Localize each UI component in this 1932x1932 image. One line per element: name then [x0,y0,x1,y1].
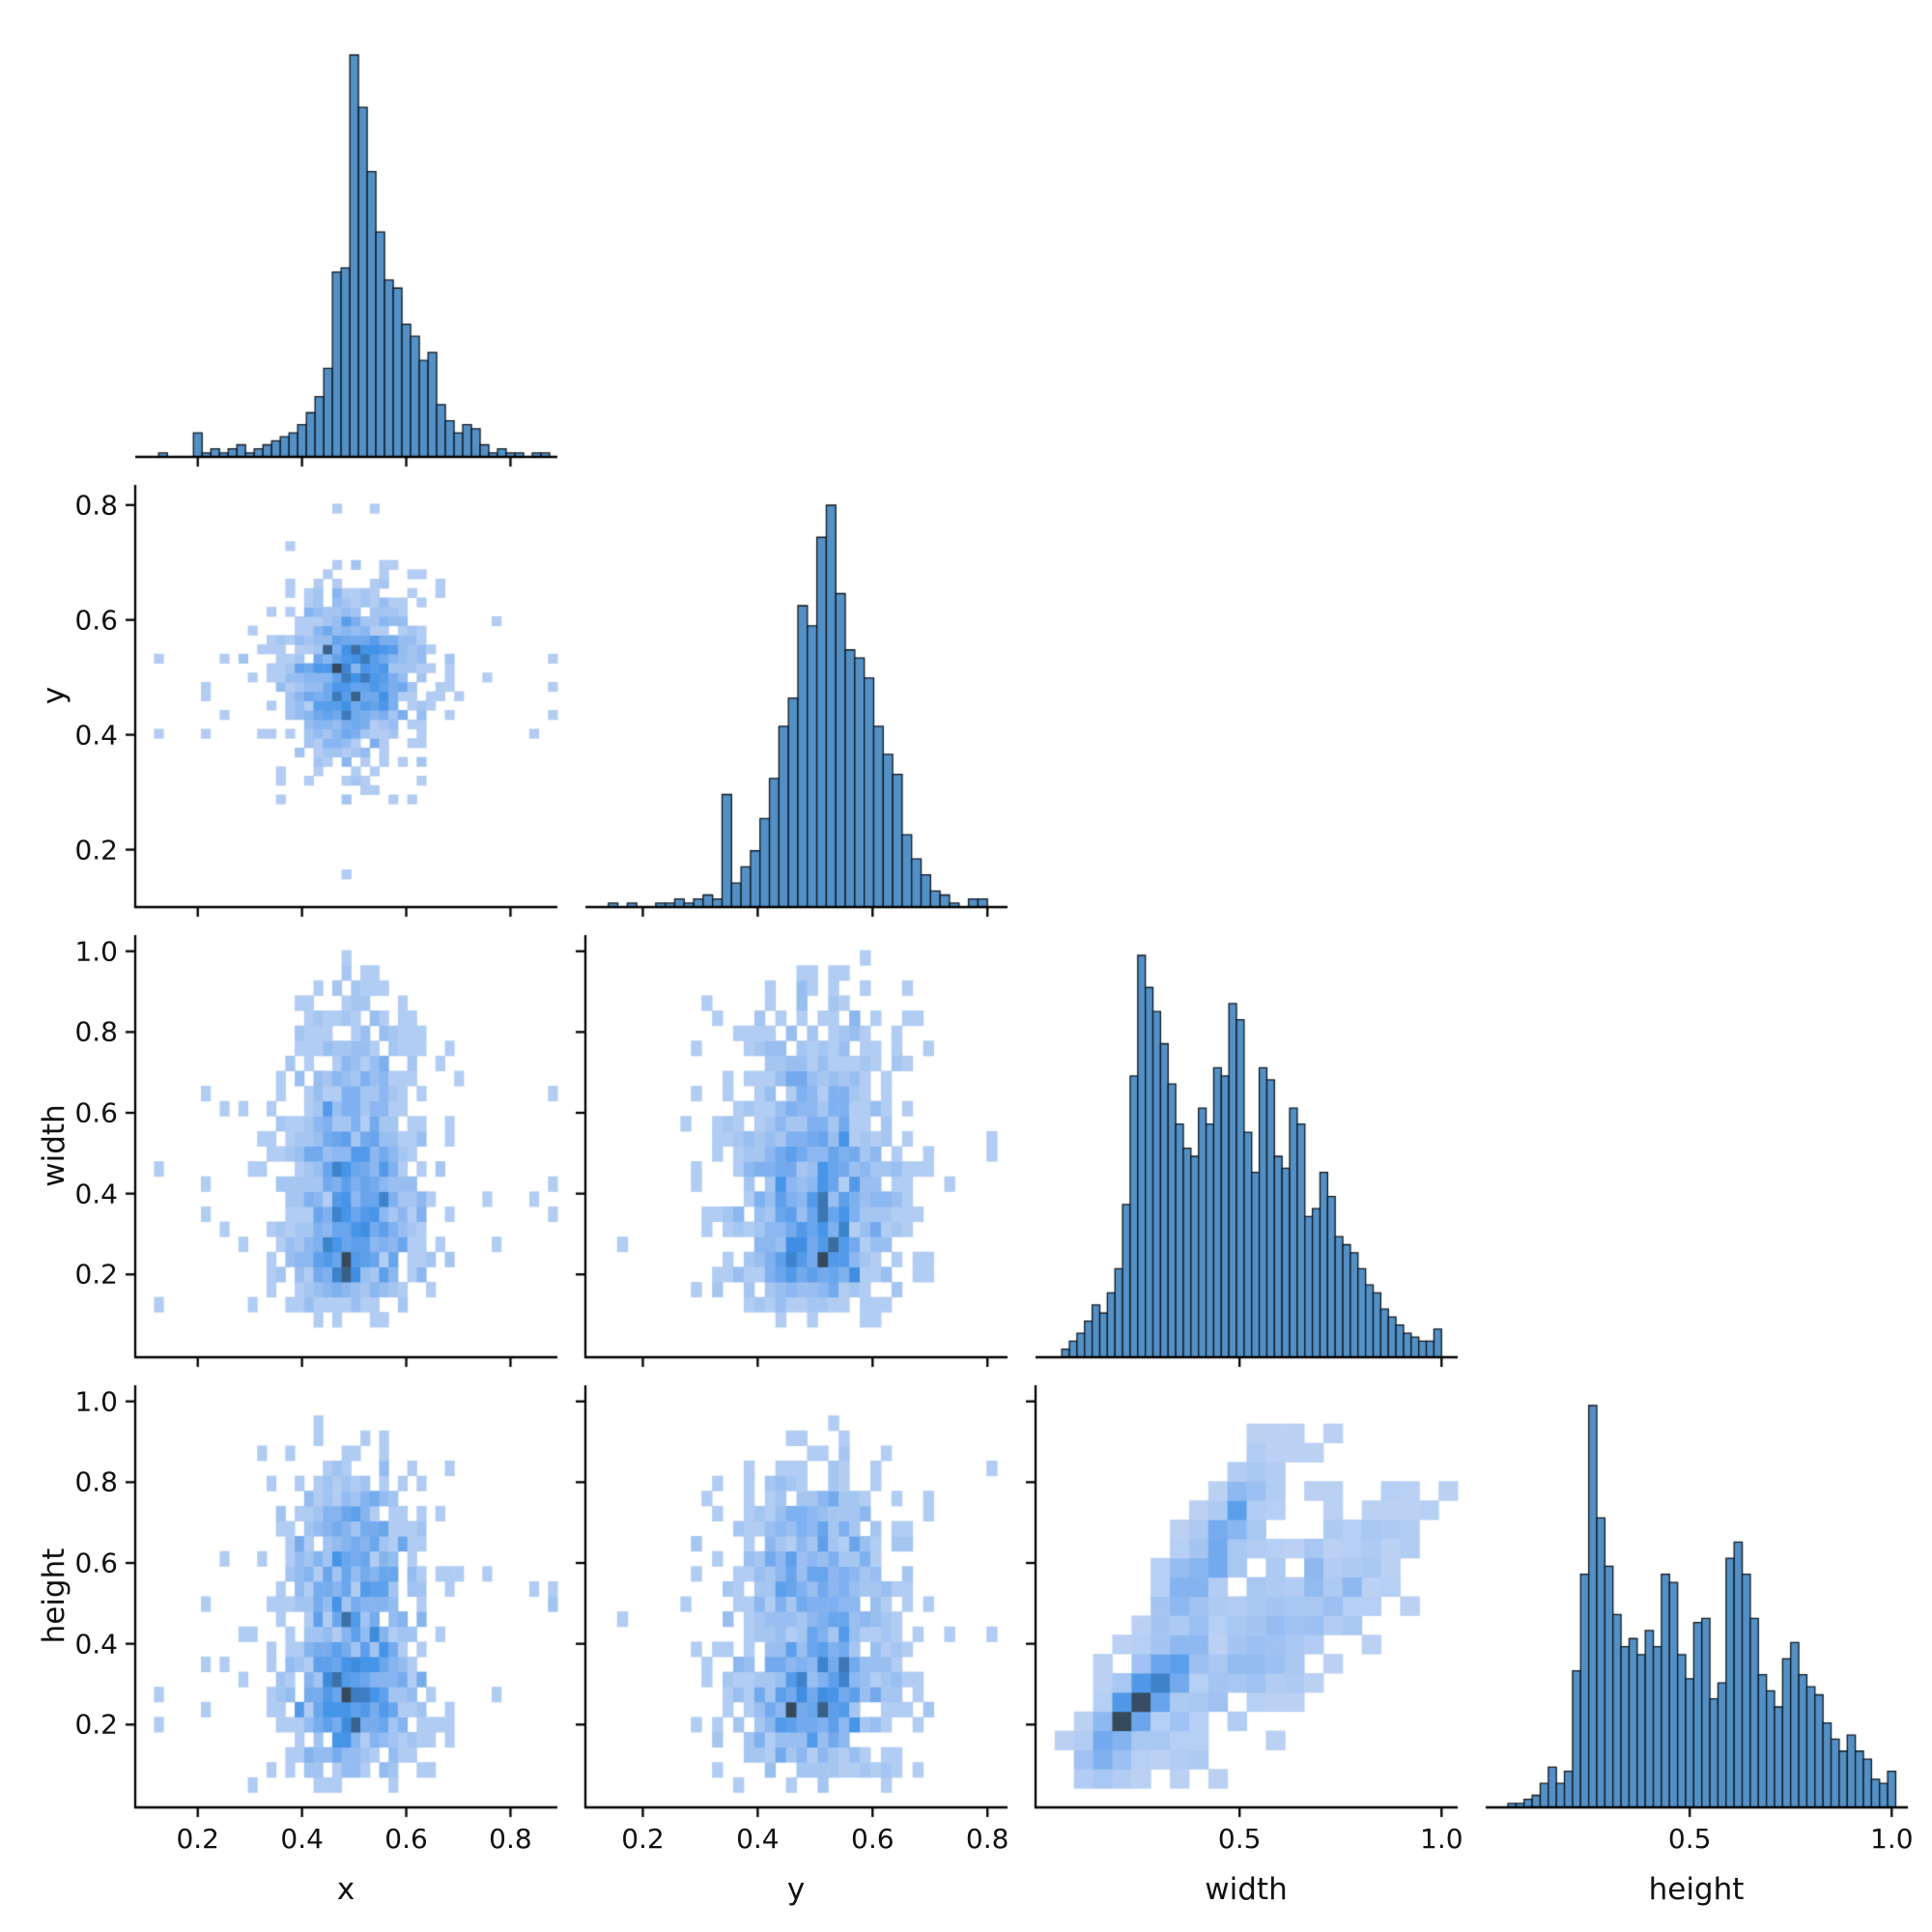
tick-label-y-0.8: 0.8 [74,489,118,522]
tick-label-width-1.0: 1.0 [1420,1823,1463,1855]
tick-label-y-0.4: 0.4 [736,1823,780,1855]
tick-label-x-0.8: 0.8 [489,1823,532,1855]
tick-label-x-0.6: 0.6 [384,1823,428,1855]
y-axis-label-width: width [37,1104,71,1187]
x-axis-label-x: x [336,1872,355,1907]
y-axis-label-height: height [37,1548,71,1644]
tick-label-height-0.2: 0.2 [74,1708,118,1741]
tick-label-height-0.4: 0.4 [74,1628,118,1661]
tick-label-width-0.8: 0.8 [74,1015,118,1048]
tick-label-y-0.2: 0.2 [621,1823,665,1855]
x-axis-label-y: y [786,1872,806,1907]
x-axis-label-height: height [1648,1872,1745,1907]
tick-label-width-1.0: 1.0 [74,935,118,968]
tick-label-height-0.6: 0.6 [74,1547,118,1579]
tick-label-height-0.8: 0.8 [74,1465,118,1498]
tick-label-y-0.8: 0.8 [965,1823,1009,1855]
tick-label-width-0.2: 0.2 [74,1258,118,1291]
tick-label-width-0.4: 0.4 [74,1178,118,1210]
tick-label-width-0.6: 0.6 [74,1096,118,1129]
tick-label-height-0.5: 0.5 [1667,1823,1712,1855]
tick-label-width-0.5: 0.5 [1217,1823,1262,1855]
tick-label-x-0.4: 0.4 [280,1823,324,1855]
tick-label-y-0.4: 0.4 [74,719,118,752]
y-axis-label-y: y [37,686,71,705]
tick-label-height-1.0: 1.0 [1870,1823,1914,1855]
tick-label-y-0.2: 0.2 [74,834,118,867]
x-axis-label-width: width [1205,1872,1288,1907]
tick-label-y-0.6: 0.6 [851,1823,895,1855]
tick-label-height-1.0: 1.0 [74,1385,118,1418]
tick-label-y-0.6: 0.6 [74,604,118,637]
tick-label-x-0.2: 0.2 [176,1823,219,1855]
